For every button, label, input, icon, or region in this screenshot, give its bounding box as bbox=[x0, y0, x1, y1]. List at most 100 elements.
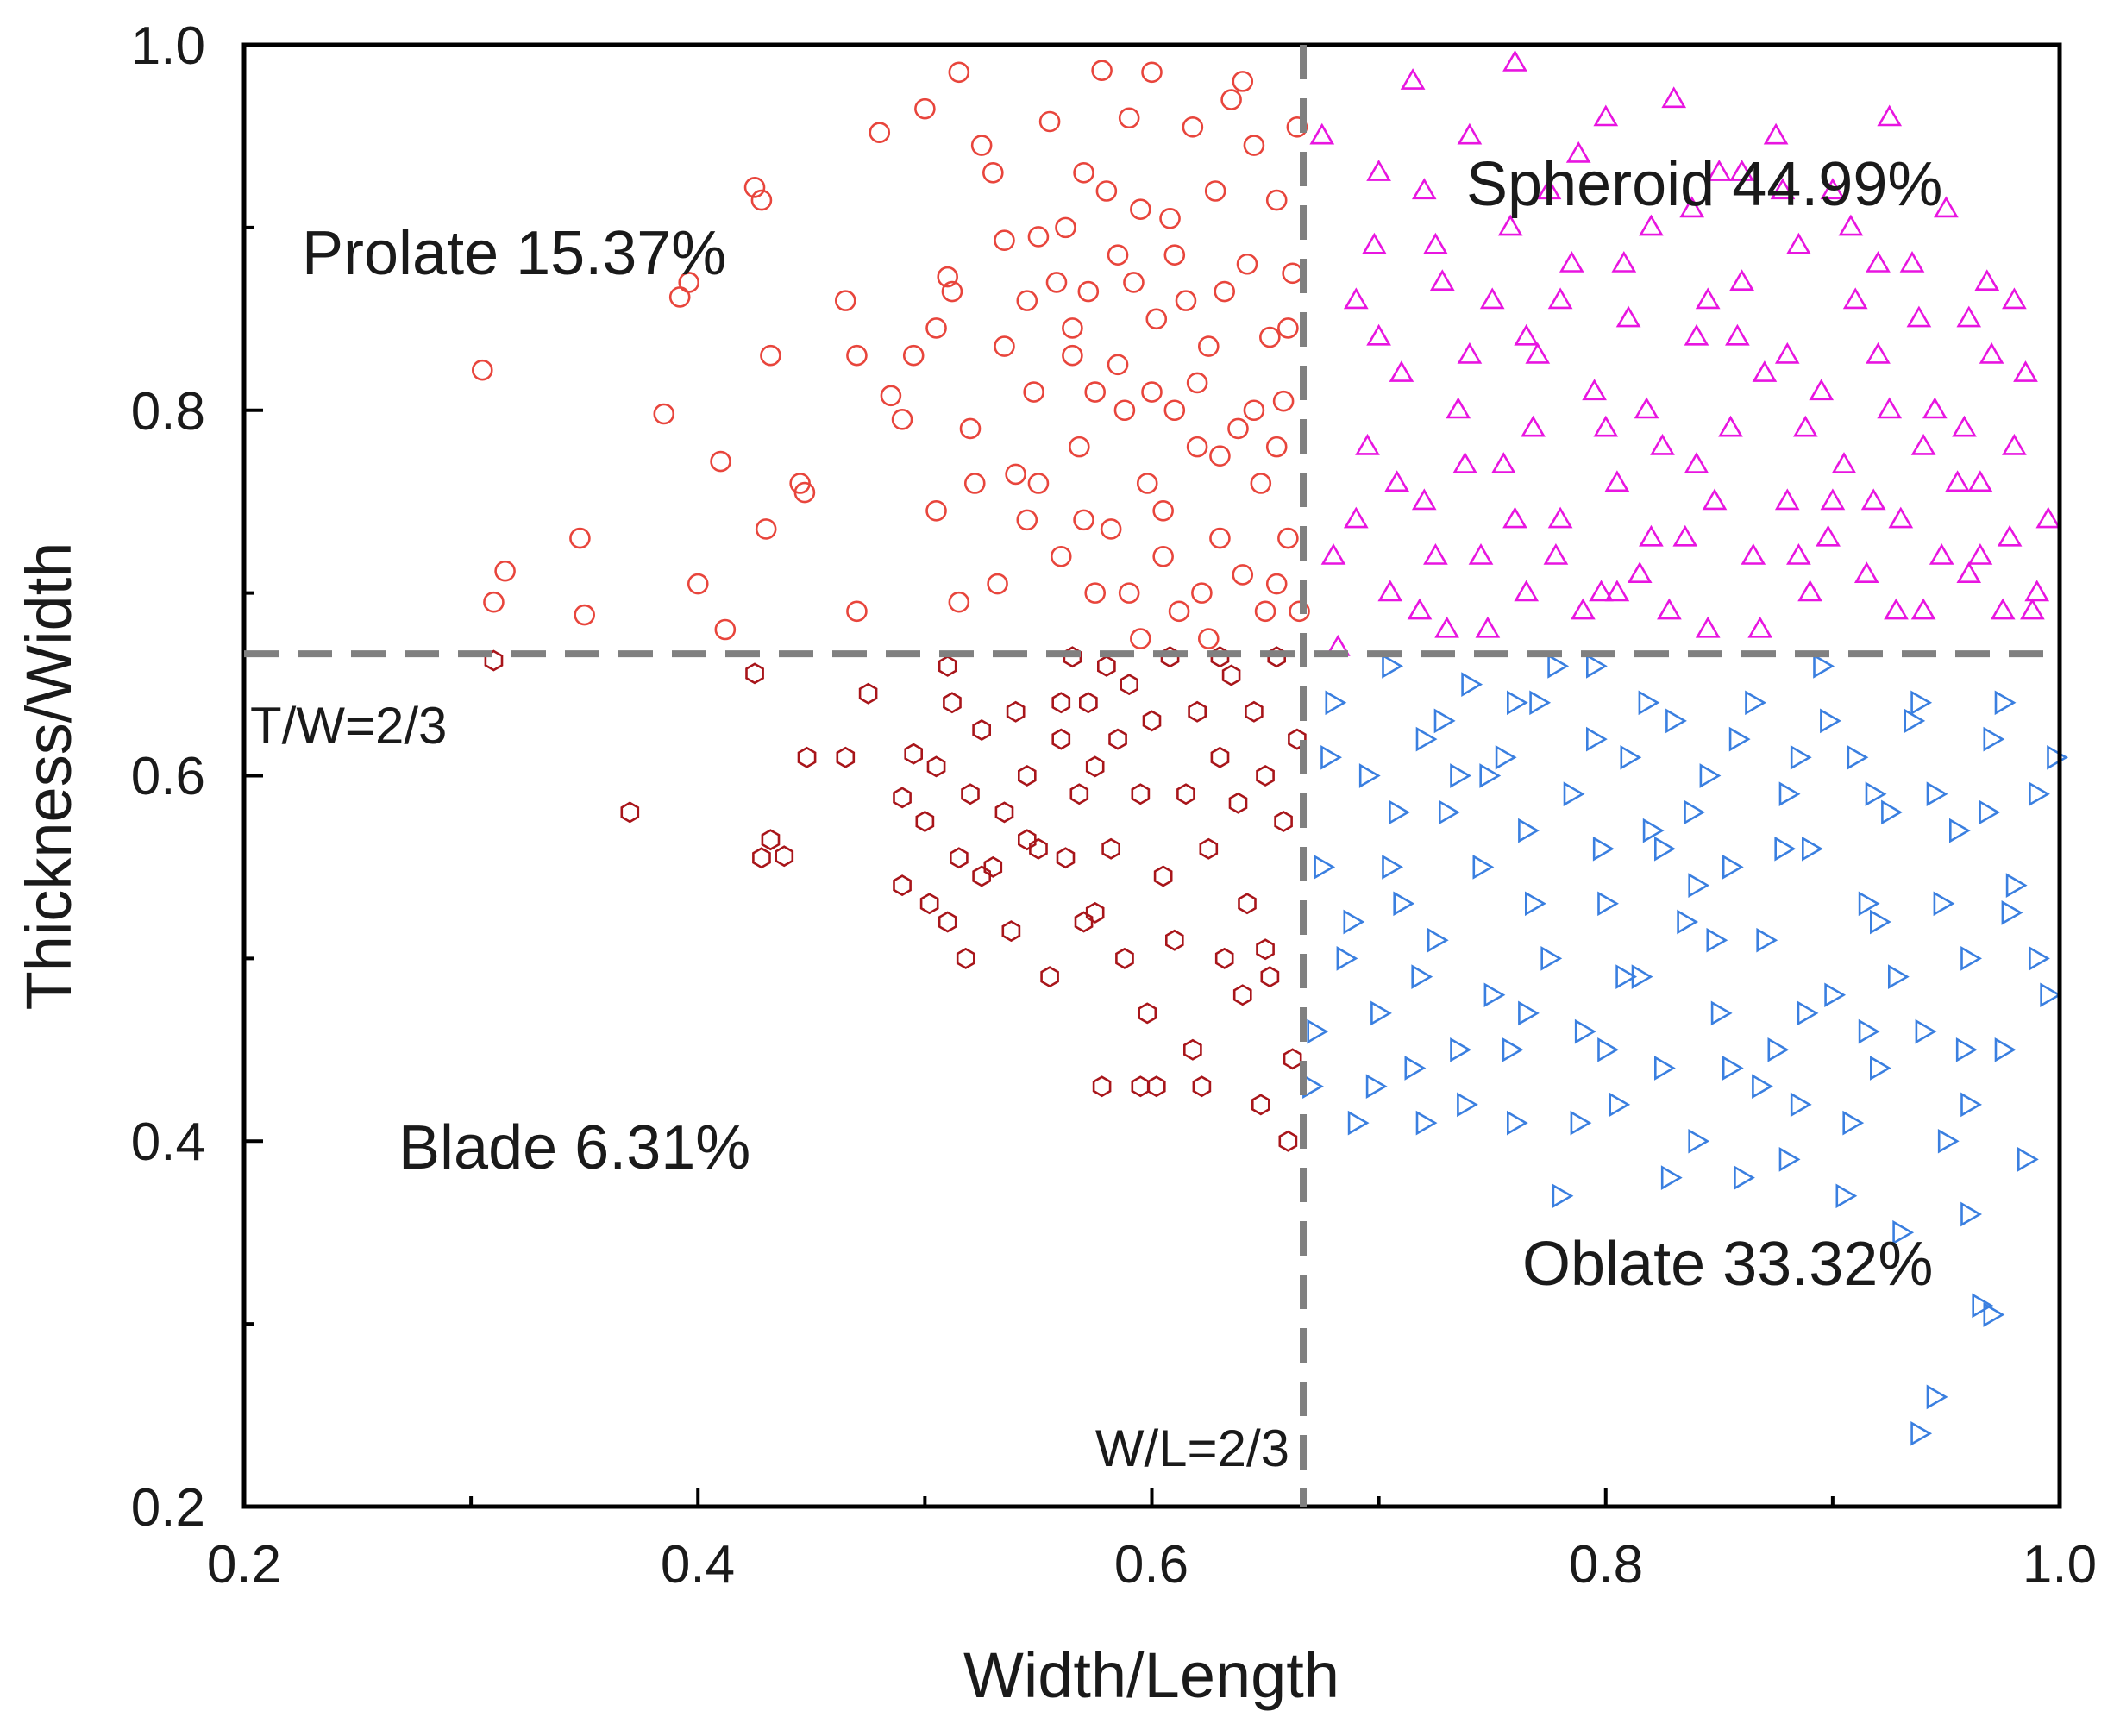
data-point-prolate bbox=[1214, 280, 1235, 303]
data-point-spheroid bbox=[1906, 305, 1932, 328]
data-point-blade bbox=[1228, 792, 1248, 814]
data-point-spheroid bbox=[1990, 598, 2016, 620]
data-point-oblate bbox=[1540, 946, 1563, 971]
data-point-spheroid bbox=[1490, 452, 1516, 473]
data-point-oblate bbox=[1752, 1074, 1773, 1100]
data-point-spheroid bbox=[1786, 543, 1811, 565]
data-point-oblate bbox=[1638, 690, 1660, 716]
data-point-blade bbox=[1018, 829, 1037, 851]
data-point-oblate bbox=[1847, 744, 1869, 770]
data-point-oblate bbox=[1518, 818, 1540, 843]
data-point-oblate bbox=[1586, 654, 1608, 679]
data-point-blade bbox=[1214, 947, 1234, 969]
data-point-prolate bbox=[925, 317, 947, 339]
data-point-spheroid bbox=[1684, 323, 1709, 346]
data-point-spheroid bbox=[1604, 470, 1630, 492]
data-point-spheroid bbox=[1389, 360, 1414, 382]
data-point-prolate bbox=[1145, 308, 1168, 330]
data-point-spheroid bbox=[1423, 232, 1448, 254]
data-point-prolate bbox=[1005, 463, 1026, 486]
data-point-prolate bbox=[1050, 545, 1072, 567]
data-point-oblate bbox=[1926, 781, 1948, 807]
data-point-spheroid bbox=[1502, 49, 1527, 72]
data-point-blade bbox=[1256, 764, 1275, 787]
data-point-oblate bbox=[2047, 744, 2068, 770]
data-point-oblate bbox=[1314, 855, 1336, 880]
data-point-spheroid bbox=[1672, 524, 1698, 547]
data-point-oblate bbox=[2005, 873, 2028, 898]
data-point-oblate bbox=[1620, 744, 1642, 770]
data-point-prolate bbox=[1027, 226, 1050, 248]
data-point-spheroid bbox=[1967, 543, 1993, 565]
data-point-spheroid bbox=[1446, 397, 1471, 419]
data-point-blade bbox=[858, 682, 878, 705]
data-point-prolate bbox=[982, 162, 1004, 184]
data-point-oblate bbox=[1597, 891, 1619, 917]
data-point-blade bbox=[1079, 692, 1098, 714]
data-point-oblate bbox=[1706, 927, 1728, 953]
data-point-blade bbox=[1238, 893, 1257, 915]
data-point-prolate bbox=[471, 359, 493, 381]
data-point-oblate bbox=[1774, 836, 1797, 862]
data-point-blade bbox=[943, 692, 962, 714]
data-point-oblate bbox=[1688, 873, 1710, 898]
data-point-spheroid bbox=[1611, 251, 1637, 273]
data-point-spheroid bbox=[1536, 178, 1562, 200]
data-point-oblate bbox=[1972, 1293, 1994, 1319]
data-point-spheroid bbox=[1820, 178, 1846, 200]
data-point-prolate bbox=[846, 600, 868, 623]
data-point-spheroid bbox=[1362, 232, 1387, 254]
data-point-prolate bbox=[925, 499, 947, 522]
data-point-oblate bbox=[1450, 763, 1471, 788]
data-point-prolate bbox=[1045, 272, 1068, 293]
data-point-spheroid bbox=[1571, 598, 1596, 620]
data-point-spheroid bbox=[1514, 580, 1540, 602]
data-point-prolate bbox=[846, 344, 868, 367]
data-point-prolate bbox=[1095, 180, 1118, 202]
data-point-blade bbox=[950, 847, 969, 869]
data-point-oblate bbox=[1483, 982, 1506, 1008]
data-point-prolate bbox=[1186, 436, 1208, 458]
y-tick-label: 1.0 bbox=[131, 16, 205, 76]
data-point-oblate bbox=[1979, 799, 2001, 825]
y-tick-label: 0.2 bbox=[131, 1478, 205, 1538]
data-point-spheroid bbox=[1797, 580, 1822, 602]
data-point-blade bbox=[1153, 865, 1173, 887]
data-point-spheroid bbox=[1400, 68, 1426, 90]
data-point-blade bbox=[1183, 1038, 1202, 1061]
data-point-oblate bbox=[1745, 690, 1766, 716]
data-point-blade bbox=[1278, 1130, 1298, 1152]
data-point-spheroid bbox=[1514, 323, 1540, 346]
data-point-spheroid bbox=[1695, 287, 1721, 310]
data-point-blade bbox=[983, 855, 1003, 878]
data-point-spheroid bbox=[2013, 360, 2038, 382]
data-point-prolate bbox=[1123, 272, 1145, 293]
data-point-spheroid bbox=[1525, 342, 1551, 364]
data-point-blade bbox=[938, 655, 957, 677]
data-point-oblate bbox=[1415, 1110, 1438, 1136]
data-point-prolate bbox=[668, 286, 691, 308]
data-point-oblate bbox=[1797, 1000, 1819, 1026]
data-point-prolate bbox=[1062, 317, 1083, 339]
data-point-spheroid bbox=[1547, 506, 1573, 529]
data-point-spheroid bbox=[1639, 214, 1664, 236]
data-point-blade bbox=[1131, 1075, 1151, 1098]
data-point-blade bbox=[1085, 755, 1105, 778]
data-point-prolate bbox=[1118, 107, 1140, 129]
data-point-prolate bbox=[1277, 527, 1299, 549]
data-point-blade bbox=[775, 845, 794, 868]
data-point-oblate bbox=[1358, 763, 1381, 788]
data-point-spheroid bbox=[1468, 543, 1494, 565]
data-point-spheroid bbox=[1747, 616, 1773, 638]
data-point-oblate bbox=[1865, 781, 1887, 807]
data-point-oblate bbox=[1910, 690, 1933, 716]
data-point-prolate bbox=[994, 335, 1015, 357]
data-point-spheroid bbox=[1565, 141, 1591, 163]
data-point-blade bbox=[972, 718, 991, 742]
data-point-prolate bbox=[1077, 280, 1100, 303]
data-point-oblate bbox=[1654, 1056, 1676, 1081]
data-point-prolate bbox=[1204, 180, 1226, 202]
data-point-oblate bbox=[1472, 855, 1495, 880]
data-point-blade bbox=[1097, 655, 1116, 677]
data-point-blade bbox=[915, 810, 935, 833]
